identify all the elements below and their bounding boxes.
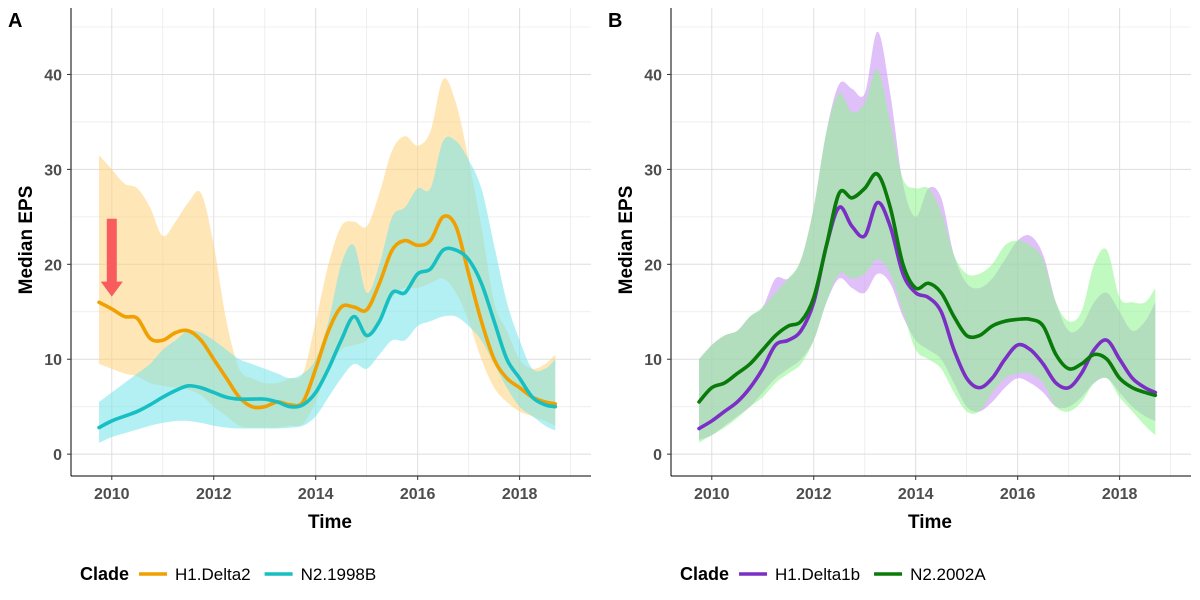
- grid: [671, 8, 1191, 476]
- y-axis-title: Median EPS: [16, 186, 37, 295]
- legend-title: Clade: [680, 564, 729, 584]
- legend-label: N2.1998B: [301, 565, 377, 584]
- confidence-bands: [99, 78, 556, 443]
- y-tick-label: 20: [644, 257, 662, 274]
- x-tick-label: 2018: [1102, 486, 1138, 503]
- legend: Clade H1.Delta1b N2.2002A: [680, 564, 986, 584]
- y-tick-label: 20: [44, 257, 62, 274]
- x-axis-title: Time: [908, 512, 952, 533]
- x-tick-label: 2012: [796, 486, 832, 503]
- series-lines: [697, 171, 1158, 431]
- x-tick-label: 2014: [898, 486, 934, 503]
- series-line-h1-delta2: [97, 214, 558, 410]
- panel-label: A: [8, 10, 22, 32]
- panel-a: A 2010 2012 2014 2016 2018 0 10 20 30 40 Time Me…: [8, 8, 591, 584]
- y-tick-label: 30: [644, 162, 662, 179]
- x-tick-label: 2010: [94, 486, 130, 503]
- x-tick-label: 2018: [502, 486, 538, 503]
- series-line-h1-delta1b: [697, 200, 1158, 431]
- arrow-annotation: [100, 218, 123, 297]
- confidence-band-n2-2002a: [699, 69, 1156, 443]
- annotations: [100, 218, 123, 297]
- x-tick-labels: 2010 2012 2014 2016 2018: [94, 486, 538, 503]
- series-line-n2-2002a: [697, 171, 1158, 404]
- panel-b: B 2010 2012 2014 2016 2018 0 10 20 30 40 Time Me…: [608, 8, 1191, 584]
- x-tick-label: 2014: [298, 486, 334, 503]
- confidence-band-n2-1998b: [99, 136, 556, 443]
- legend-label: H1.Delta2: [175, 565, 251, 584]
- y-tick-labels: 0 10 20 30 40: [44, 67, 62, 464]
- y-tick-label: 30: [44, 162, 62, 179]
- x-tick-labels: 2010 2012 2014 2016 2018: [694, 486, 1138, 503]
- y-tick-label: 0: [53, 447, 62, 464]
- y-tick-label: 40: [644, 67, 662, 84]
- x-tick-label: 2016: [400, 486, 436, 503]
- series-line-n2-1998b: [97, 246, 558, 430]
- y-tick-label: 40: [44, 67, 62, 84]
- x-tick-label: 2012: [196, 486, 232, 503]
- axes: [67, 8, 591, 480]
- y-tick-label: 10: [644, 352, 662, 369]
- x-tick-label: 2016: [1000, 486, 1036, 503]
- legend-title: Clade: [80, 564, 129, 584]
- y-tick-label: 10: [44, 352, 62, 369]
- legend: Clade H1.Delta2 N2.1998B: [80, 564, 376, 584]
- x-tick-label: 2010: [694, 486, 730, 503]
- y-tick-labels: 0 10 20 30 40: [644, 67, 662, 464]
- panel-label: B: [608, 10, 622, 32]
- x-axis-title: Time: [308, 512, 352, 533]
- series-lines: [97, 214, 558, 430]
- legend-label: H1.Delta1b: [775, 565, 860, 584]
- axes: [667, 8, 1191, 480]
- confidence-bands: [699, 31, 1156, 443]
- y-axis-title: Median EPS: [616, 186, 637, 295]
- y-tick-label: 0: [653, 447, 662, 464]
- legend-label: N2.2002A: [910, 565, 986, 584]
